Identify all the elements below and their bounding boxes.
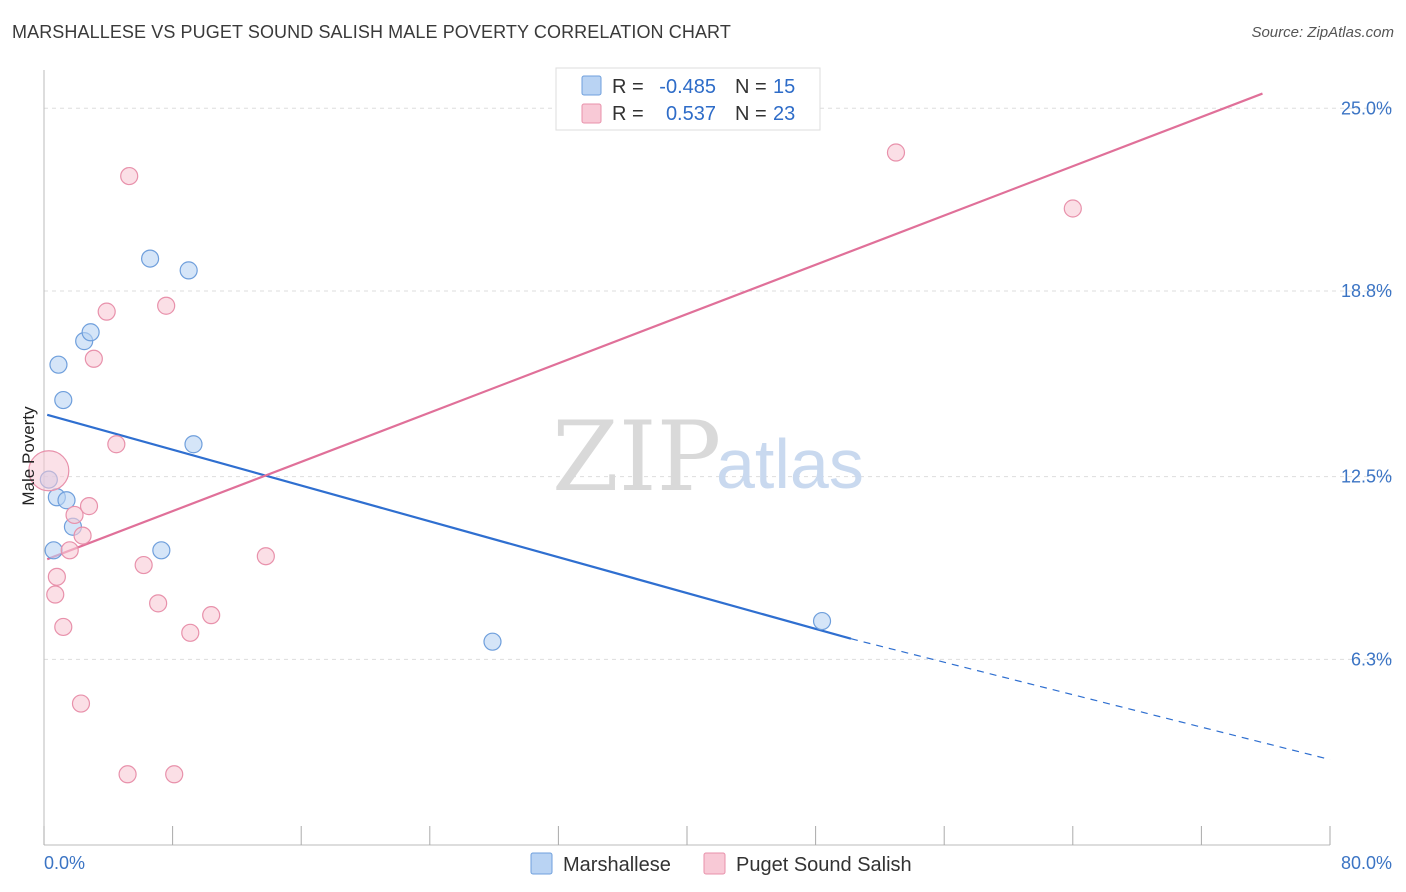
data-points	[28, 143, 1082, 784]
point-puget-10	[107, 435, 126, 454]
point-marshallese-14	[812, 611, 832, 631]
bottom-legend-swatch-puget	[703, 852, 726, 875]
trend-line-puget	[46, 92, 1263, 561]
chart-title: MARSHALLESE VS PUGET SOUND SALISH MALE P…	[12, 22, 731, 42]
legend-swatch-puget	[581, 103, 602, 124]
y-tick-label-1: 12.5%	[1341, 467, 1392, 487]
point-puget-21	[886, 143, 906, 162]
y-tick-label-0: 6.3%	[1351, 649, 1392, 669]
point-puget-1	[46, 585, 65, 604]
legend-n-value-0: 15	[773, 76, 795, 98]
x-ticks	[43, 826, 1331, 845]
point-puget-0	[28, 450, 70, 492]
point-puget-6	[73, 526, 92, 545]
point-puget-11	[120, 166, 139, 186]
legend-r-label-0: R =	[612, 76, 644, 98]
source-label: Source: ZipAtlas.com	[1251, 24, 1394, 41]
point-puget-22	[1063, 199, 1082, 218]
point-puget-12	[134, 555, 153, 575]
point-puget-20	[165, 765, 184, 784]
point-marshallese-10	[179, 261, 198, 280]
y-tick-label-3: 25.0%	[1341, 98, 1392, 118]
point-marshallese-5	[49, 355, 68, 374]
watermark-atlas: atlas	[716, 425, 864, 503]
point-puget-14	[157, 296, 176, 315]
legend-n-value-1: 23	[773, 103, 795, 125]
point-puget-3	[54, 617, 73, 637]
point-marshallese-13	[483, 632, 502, 651]
legend-swatch-marshallese	[581, 75, 602, 96]
point-marshallese-2	[57, 491, 76, 510]
legend-n-label-0: N =	[735, 76, 767, 98]
point-puget-18	[71, 694, 91, 713]
point-marshallese-4	[44, 541, 63, 560]
y-axis-title: Male Poverty	[19, 406, 38, 506]
legend-r-value-1: 0.537	[666, 103, 716, 125]
bottom-legend-swatch-marshallese	[530, 852, 553, 875]
y-tick-label-2: 18.8%	[1341, 281, 1392, 301]
trend-line-marshallese	[46, 413, 852, 640]
y-tick-labels: 6.3% 12.5% 18.8% 25.0%	[1341, 98, 1392, 669]
stats-legend: R = -0.485 N = 15 R = 0.537 N = 23	[555, 67, 821, 131]
point-puget-17	[256, 547, 275, 566]
point-puget-19	[118, 765, 137, 784]
point-puget-2	[47, 567, 66, 586]
point-puget-5	[65, 505, 84, 525]
grid-lines	[44, 107, 1392, 660]
point-puget-15	[181, 623, 200, 642]
series-legend: Marshallese Puget Sound Salish	[530, 852, 912, 876]
point-marshallese-6	[54, 390, 73, 410]
bottom-legend-label-puget: Puget Sound Salish	[736, 854, 912, 876]
legend-r-label-1: R =	[612, 103, 644, 125]
point-marshallese-12	[152, 541, 171, 560]
point-puget-8	[84, 349, 103, 368]
legend-n-label-1: N =	[735, 103, 767, 125]
watermark-zip: ZIP	[552, 401, 721, 513]
legend-r-value-0: -0.485	[659, 76, 716, 98]
point-puget-9	[97, 302, 116, 321]
point-puget-4	[60, 541, 79, 560]
point-puget-16	[202, 606, 221, 625]
point-marshallese-9	[140, 249, 160, 268]
point-puget-13	[149, 594, 168, 613]
point-marshallese-11	[184, 435, 203, 454]
bottom-legend-label-marshallese: Marshallese	[563, 854, 671, 876]
point-marshallese-8	[81, 323, 100, 342]
trend-line-marshallese-extension	[850, 638, 1331, 761]
x-tick-label-min: 0.0%	[44, 853, 85, 873]
trend-lines	[46, 92, 1331, 761]
point-puget-7	[79, 497, 99, 516]
watermark: ZIP atlas	[552, 401, 864, 513]
x-tick-label-max: 80.0%	[1341, 853, 1392, 873]
